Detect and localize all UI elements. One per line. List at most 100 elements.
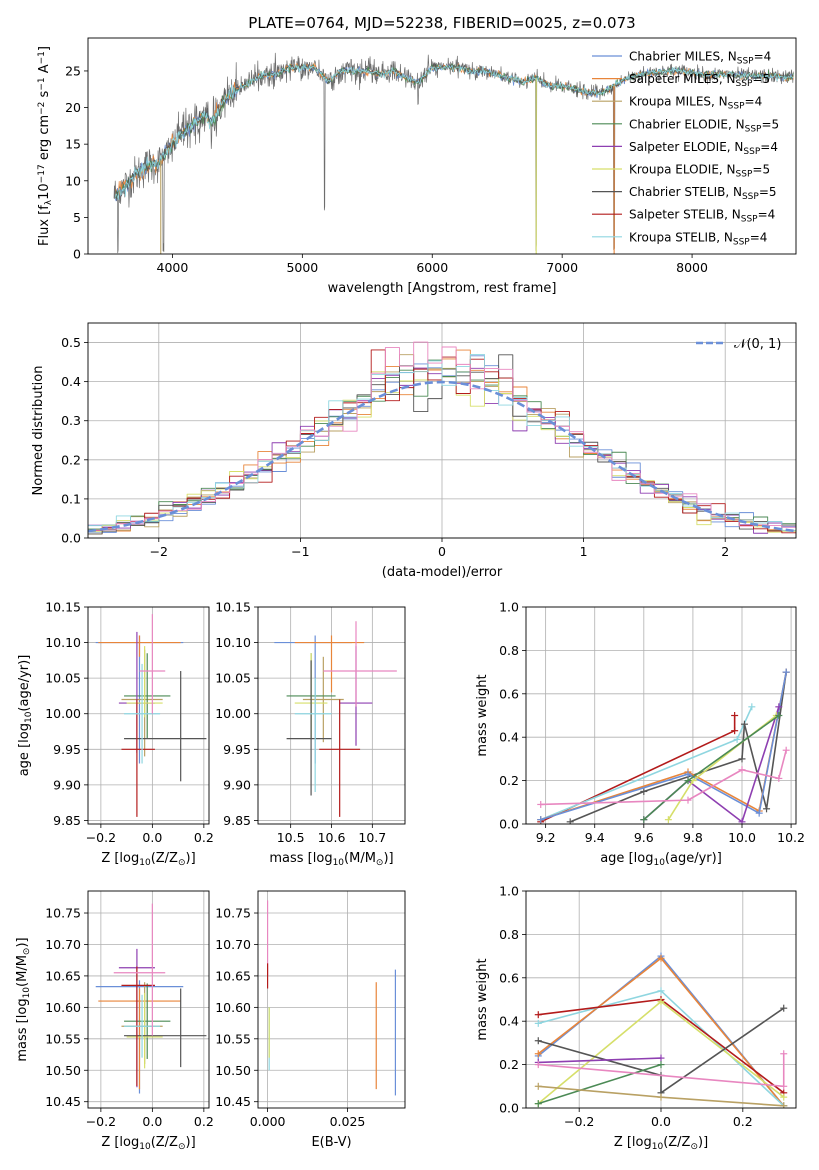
label-part: Chabrier STELIB, N [629,185,742,199]
axes-frame [87,37,797,255]
label-part: =4 [760,140,778,154]
label-part: )] [698,1135,708,1150]
axes-frame [257,890,406,1109]
label-part: λ [44,199,54,205]
plot-area [274,621,397,817]
y-tick-label: 10.00 [215,706,251,721]
label-part: SSP [733,237,750,247]
weight-series [537,746,790,808]
label-part: =5 [752,72,770,86]
label-part: ⊙ [22,948,32,956]
label-part: SSP [736,79,753,89]
y-axis-label: age [log10(age/yr)] [17,655,34,777]
errorbar [294,678,332,792]
plot-area [537,668,790,824]
y-tick-label: 0.0 [499,1101,519,1116]
y-axis-label: Normed distribution [31,366,46,496]
y-tick-label: 10.55 [215,1031,251,1046]
label-part: erg cm [37,115,52,164]
label-part: age [log [600,851,653,866]
errorbar [124,994,161,1058]
y-tick-label: 10.60 [45,1000,81,1015]
panel-mass_weight_vs_Z: −0.2 0.0 0.2 0.0 0.2 0.4 0.6 0.8 1.0 Z [log10(Z/Z… [475,884,797,1152]
label-part: Flux [f [37,205,52,246]
y-tick-label: 10.50 [215,1063,251,1078]
x-axis-label: (data-model)/error [382,565,503,580]
label-part: (M/M [15,955,30,987]
x-tick-label: −2 [150,544,168,559]
label-part: mass [log [15,998,30,1061]
y-tick-label: 0.0 [499,817,519,832]
y-tick-label: 0.2 [499,1057,519,1072]
label-part: 10 [139,858,151,868]
y-tick-label: 10.45 [45,1094,81,1109]
label-part: ⊙ [690,1142,698,1152]
x-tick-label: 0.2 [194,1114,214,1129]
label-part: (age/yr)] [17,655,32,712]
y-tick-label: 0.2 [499,773,519,788]
label-part: =4 [754,50,772,64]
legend-entry: Salpeter STELIB, NSSP=4 [629,208,775,225]
legend: 𝒩(0, 1) [696,337,781,352]
label-part: −17 [37,164,47,183]
x-tick-label: 9.6 [634,830,654,845]
x-tick-label: 5000 [286,260,318,275]
y-tick-label: 0.4 [499,730,519,745]
label-part: =4 [750,230,768,244]
label-part: (age/yr)] [665,851,722,866]
y-tick-label: 0.6 [499,686,519,701]
y-tick-label: 1.0 [499,884,519,899]
x-tick-label: 10.6 [318,830,346,845]
label-part: SSP [741,214,758,224]
weight-series [534,1061,665,1108]
y-tick-label: 0.2 [61,452,81,467]
plot-area [95,903,207,1094]
weight-series [537,668,790,824]
x-tick-label: 7000 [546,260,578,275]
panel-mass_vs_Z: −0.2 0.0 0.2 10.45 10.50 10.55 10.60 10.65 10.70… [15,890,214,1152]
y-tick-label: 10.75 [45,906,81,921]
y-tick-label: 0.6 [499,970,519,985]
y-tick-label: 10 [65,173,81,188]
weight-series [534,1082,788,1108]
y-tick-label: 9.85 [53,813,81,828]
label-part: 10 [139,1142,151,1152]
y-tick-label: 10.00 [45,706,81,721]
legend-entry: Kroupa ELODIE, NSSP=5 [629,163,770,180]
label-part: SSP [728,101,745,111]
y-tick-label: 0.0 [61,531,81,546]
label-part: =5 [759,185,777,199]
errorbar [124,988,207,1068]
label-part: Salpeter ELODIE, N [629,140,743,154]
y-tick-label: 0.4 [499,1014,519,1029]
x-tick-label: 0 [438,544,446,559]
x-tick-label: 10.5 [277,830,305,845]
x-tick-label: 10.2 [777,830,805,845]
label-part: (data-model)/error [382,565,503,580]
label-part: 10 [37,183,52,200]
weight-series [534,1004,788,1097]
y-tick-label: 9.85 [223,813,251,828]
y-tick-label: 20 [65,100,81,115]
legend-entry: Chabrier MILES, NSSP=4 [629,50,771,67]
y-tick-label: 10.50 [45,1063,81,1078]
label-part: )] [186,851,196,866]
label-part: Salpeter MILES, N [629,72,736,86]
errorbar [294,635,365,693]
label-part: ⊙ [178,858,186,868]
errorbar [124,671,207,782]
errorbar [286,660,332,796]
label-part: −1 [37,51,47,64]
y-tick-label: 10.10 [45,635,81,650]
label-part: SSP [737,56,754,66]
y-axis-label: mass [log10(M/M⊙)] [15,937,32,1061]
errorbar [124,653,171,739]
label-part: Z [log [101,851,139,866]
x-tick-label: 0.000 [250,1114,286,1129]
label-part: )] [186,1135,196,1150]
x-axis-label: age [log10(age/yr)] [600,851,722,868]
x-tick-label: 0.025 [330,1114,366,1129]
x-tick-label: 0.2 [194,830,214,845]
y-tick-label: 10.65 [45,968,81,983]
